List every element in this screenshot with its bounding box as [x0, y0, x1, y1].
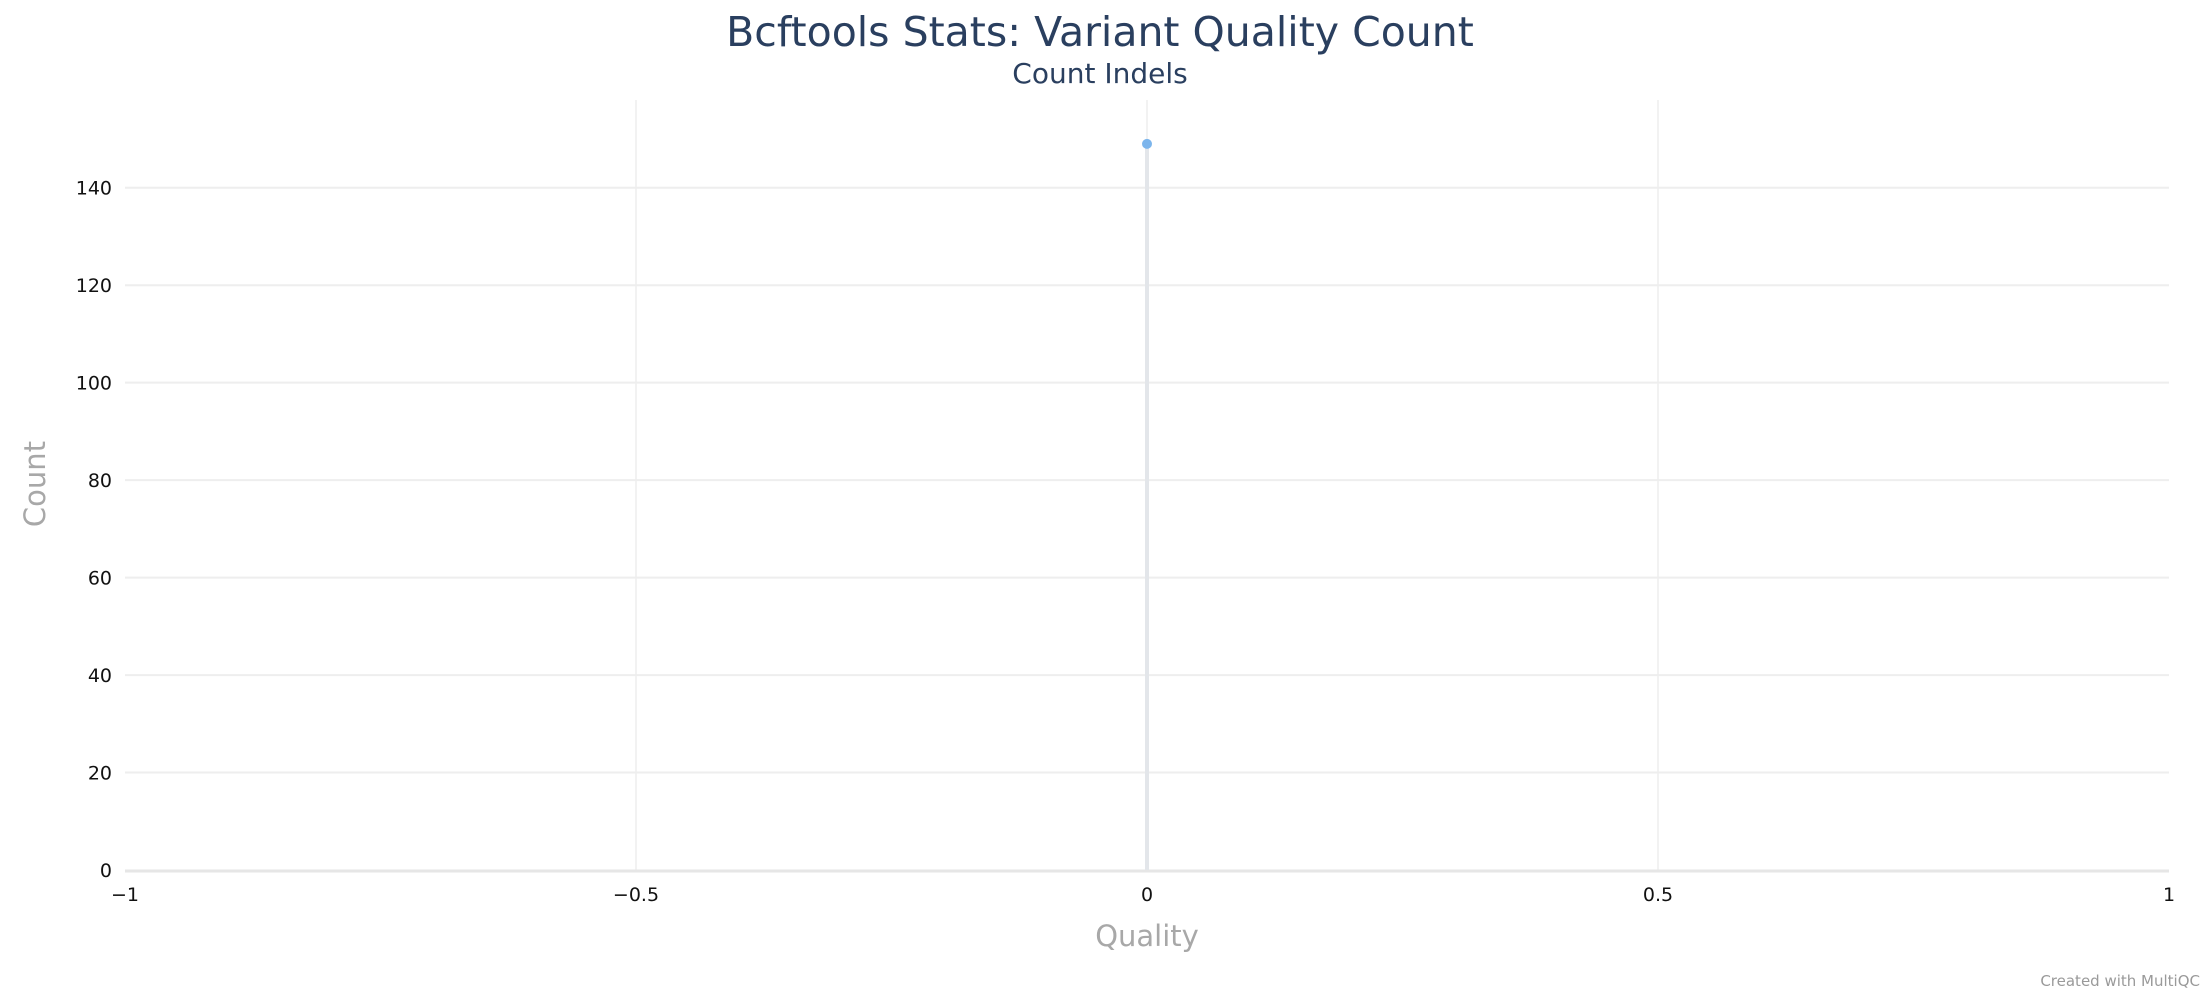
x-tick-label: 0.5 [1643, 884, 1673, 906]
y-tick-label: 60 [88, 568, 112, 590]
y-tick-label: 80 [88, 470, 112, 492]
data-point[interactable] [1142, 138, 1152, 149]
chart-subtitle: Count Indels [1012, 57, 1188, 90]
axes: 0 20 40 60 80 100 120 140 −1 −0.5 0 0.5 1 [76, 178, 2175, 906]
x-tick-label: 1 [2163, 884, 2175, 906]
y-tick-label: 100 [76, 373, 112, 395]
y-axis-title: Count [18, 441, 52, 527]
y-tick-label: 40 [88, 665, 112, 687]
x-tick-label: −1 [111, 884, 139, 906]
x-axis-title: Quality [1095, 919, 1199, 953]
data-series [1142, 138, 1152, 870]
x-tick-label: 0 [1141, 884, 1153, 906]
y-tick-label: 0 [100, 860, 112, 882]
y-tick-label: 120 [76, 275, 112, 297]
x-tick-label: −0.5 [613, 884, 659, 906]
y-tick-label: 20 [88, 763, 112, 785]
chart-title: Bcftools Stats: Variant Quality Count [726, 8, 1474, 56]
y-tick-label: 140 [76, 178, 112, 200]
credit-text: Created with MultiQC [2040, 972, 2200, 990]
